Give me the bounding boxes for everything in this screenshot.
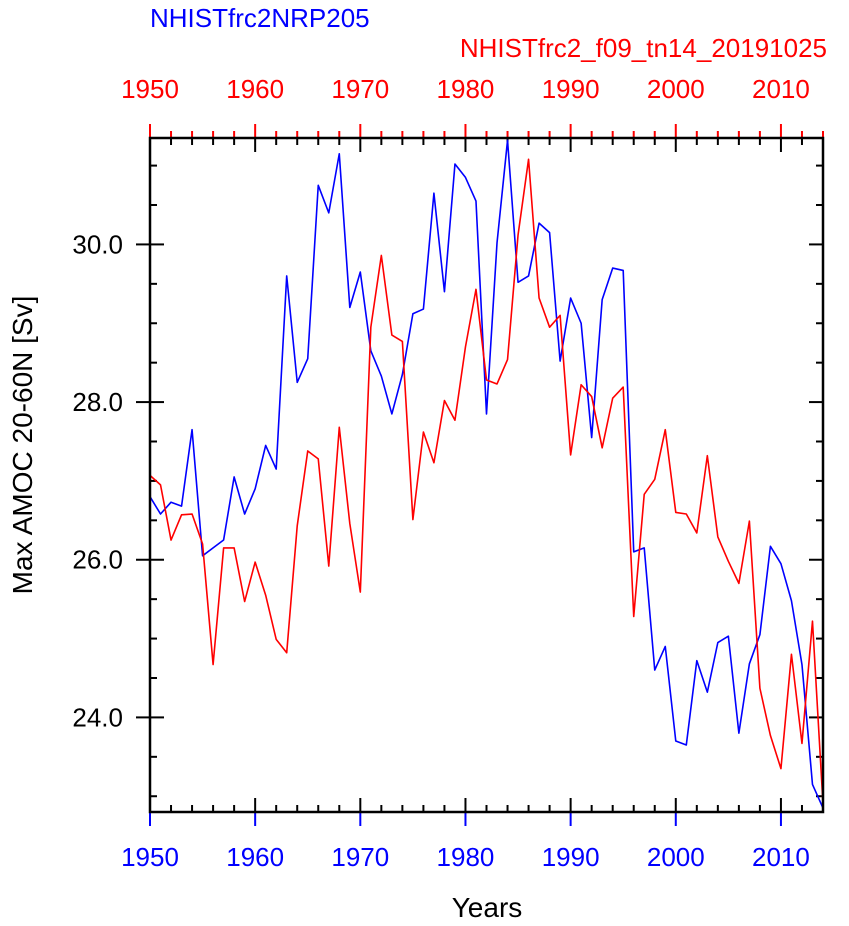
x-tick-label-bottom: 1970	[331, 842, 389, 872]
major-ticks	[136, 124, 823, 826]
x-tick-label-bottom: 2010	[752, 842, 810, 872]
plot-frame	[148, 136, 825, 814]
top-x-tick-labels: 1950 1960 1970 1980 1990 2000 2010	[121, 74, 810, 104]
y-tick-label: 30.0	[72, 229, 123, 259]
x-tick-label-top: 1990	[542, 74, 600, 104]
x-tick-label-top: 1980	[437, 74, 495, 104]
y-tick-labels: 24.0 26.0 28.0 30.0	[72, 229, 123, 732]
y-tick-label: 28.0	[72, 387, 123, 417]
x-tick-label-bottom: 1990	[542, 842, 600, 872]
x-tick-label-bottom: 1950	[121, 842, 179, 872]
x-tick-label-top: 1970	[331, 74, 389, 104]
x-tick-label-bottom: 1960	[226, 842, 284, 872]
series-a-title: NHISTfrc2NRP205	[150, 3, 370, 33]
x-tick-label-top: 2010	[752, 74, 810, 104]
x-tick-label-top: 1950	[121, 74, 179, 104]
series-line-nhistfrc2-f09-tn14	[150, 158, 823, 805]
x-tick-label-bottom: 2000	[647, 842, 705, 872]
series-b-title: NHISTfrc2_f09_tn14_20191025	[460, 33, 827, 63]
x-tick-label-top: 2000	[647, 74, 705, 104]
x-tick-label-bottom: 1980	[437, 842, 495, 872]
bottom-x-tick-labels: 1950 1960 1970 1980 1990 2000 2010	[121, 842, 810, 872]
x-tick-label-top: 1960	[226, 74, 284, 104]
minor-ticks	[150, 131, 824, 812]
y-tick-label: 26.0	[72, 545, 123, 575]
y-tick-label: 24.0	[72, 702, 123, 732]
series-line-nhistfrc2nrp205	[150, 139, 823, 809]
x-axis-label: Years	[452, 892, 523, 923]
y-axis-label: Max AMOC 20-60N [Sv]	[7, 296, 38, 595]
series-lines	[150, 139, 823, 809]
